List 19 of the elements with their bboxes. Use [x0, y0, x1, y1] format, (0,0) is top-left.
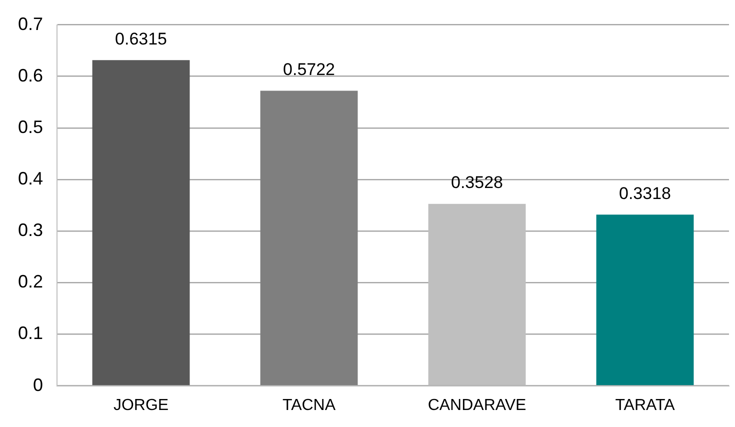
- data-label: 0.5722: [283, 60, 336, 79]
- y-tick-label: 0.7: [18, 14, 44, 34]
- y-tick-label: 0.2: [18, 272, 44, 292]
- y-tick-label: 0.5: [18, 116, 44, 137]
- x-tick-label: TACNA: [282, 396, 336, 414]
- data-label: 0.6315: [115, 29, 168, 48]
- y-tick-label: 0.6: [18, 65, 44, 86]
- x-tick-label: CANDARAVE: [428, 396, 526, 414]
- data-label: 0.3528: [451, 173, 504, 192]
- y-tick-label: 0: [33, 374, 44, 395]
- data-label: 0.3318: [619, 184, 672, 203]
- y-tick-label: 0.4: [18, 168, 44, 188]
- bar: [92, 60, 190, 386]
- x-tick-label: TARATA: [615, 396, 676, 414]
- bar: [596, 214, 694, 386]
- y-tick-label: 0.1: [18, 323, 44, 344]
- bar: [260, 90, 358, 386]
- y-tick-label: 0.3: [18, 220, 44, 240]
- x-tick-label: JORGE: [113, 396, 169, 414]
